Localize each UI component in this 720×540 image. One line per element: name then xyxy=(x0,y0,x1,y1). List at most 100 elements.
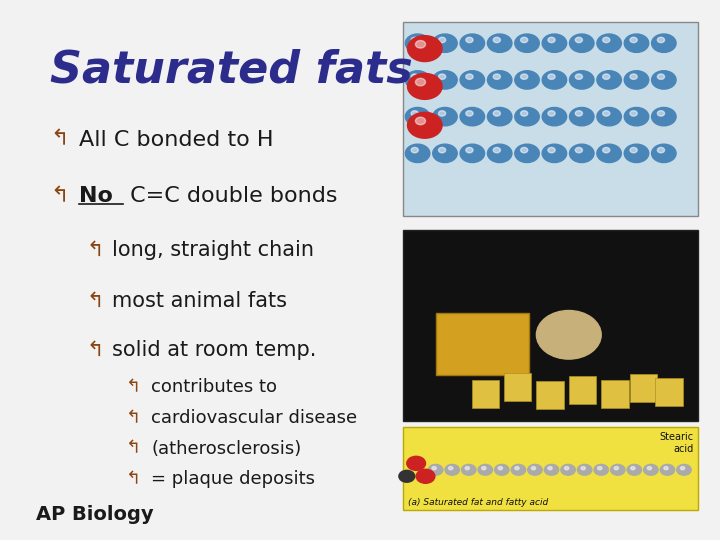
Text: Stearic
acid: Stearic acid xyxy=(660,432,693,454)
Circle shape xyxy=(411,74,418,79)
Circle shape xyxy=(597,34,621,52)
Circle shape xyxy=(438,74,446,79)
Circle shape xyxy=(460,71,485,89)
Circle shape xyxy=(487,71,512,89)
Circle shape xyxy=(515,144,539,163)
Circle shape xyxy=(405,144,430,163)
Text: AP Biology: AP Biology xyxy=(36,505,153,524)
FancyBboxPatch shape xyxy=(630,374,657,402)
Circle shape xyxy=(644,464,658,475)
Circle shape xyxy=(521,74,528,79)
Text: contributes to: contributes to xyxy=(151,378,277,396)
Circle shape xyxy=(603,74,610,79)
Circle shape xyxy=(603,37,610,43)
Circle shape xyxy=(416,469,435,483)
Circle shape xyxy=(433,71,457,89)
Circle shape xyxy=(428,464,443,475)
Text: Saturated fats: Saturated fats xyxy=(50,49,413,92)
Circle shape xyxy=(487,34,512,52)
Text: ↰: ↰ xyxy=(86,240,104,260)
Text: most animal fats: most animal fats xyxy=(112,291,287,310)
Circle shape xyxy=(542,144,567,163)
Circle shape xyxy=(515,467,519,470)
Circle shape xyxy=(603,147,610,153)
Circle shape xyxy=(493,74,500,79)
Circle shape xyxy=(462,464,476,475)
Circle shape xyxy=(544,464,559,475)
Circle shape xyxy=(521,111,528,116)
Circle shape xyxy=(561,464,575,475)
Circle shape xyxy=(597,107,621,126)
FancyBboxPatch shape xyxy=(504,373,531,401)
Circle shape xyxy=(511,464,526,475)
Circle shape xyxy=(597,144,621,163)
FancyBboxPatch shape xyxy=(403,427,698,510)
Circle shape xyxy=(627,464,642,475)
Circle shape xyxy=(542,107,567,126)
Circle shape xyxy=(493,37,500,43)
Circle shape xyxy=(411,37,418,43)
Circle shape xyxy=(660,464,675,475)
Circle shape xyxy=(405,71,430,89)
Circle shape xyxy=(521,37,528,43)
Circle shape xyxy=(570,71,594,89)
Circle shape xyxy=(631,467,635,470)
Circle shape xyxy=(570,144,594,163)
FancyBboxPatch shape xyxy=(472,380,499,408)
Circle shape xyxy=(548,111,555,116)
Circle shape xyxy=(415,40,426,48)
Circle shape xyxy=(407,456,426,470)
Circle shape xyxy=(405,107,430,126)
Circle shape xyxy=(575,111,582,116)
Text: ↰: ↰ xyxy=(126,378,141,396)
Circle shape xyxy=(495,464,509,475)
Circle shape xyxy=(515,71,539,89)
Circle shape xyxy=(399,470,415,482)
Circle shape xyxy=(603,111,610,116)
Text: cardiovascular disease: cardiovascular disease xyxy=(151,409,357,427)
Circle shape xyxy=(624,144,649,163)
Circle shape xyxy=(564,467,569,470)
Circle shape xyxy=(657,111,665,116)
Circle shape xyxy=(433,144,457,163)
Text: ↰: ↰ xyxy=(126,440,141,457)
Text: solid at room temp.: solid at room temp. xyxy=(112,340,316,360)
Circle shape xyxy=(415,117,426,125)
Circle shape xyxy=(536,310,601,359)
Text: ↰: ↰ xyxy=(50,130,69,150)
Text: long, straight chain: long, straight chain xyxy=(112,240,314,260)
Circle shape xyxy=(652,34,676,52)
FancyBboxPatch shape xyxy=(403,230,698,421)
Text: = plaque deposits: = plaque deposits xyxy=(151,470,315,488)
Circle shape xyxy=(478,464,492,475)
Circle shape xyxy=(575,74,582,79)
Circle shape xyxy=(521,147,528,153)
Text: ↰: ↰ xyxy=(86,340,104,360)
Circle shape xyxy=(630,37,637,43)
FancyBboxPatch shape xyxy=(436,313,529,375)
Circle shape xyxy=(652,144,676,163)
FancyBboxPatch shape xyxy=(403,22,698,216)
Circle shape xyxy=(460,144,485,163)
Circle shape xyxy=(460,34,485,52)
Circle shape xyxy=(575,147,582,153)
Circle shape xyxy=(598,467,602,470)
Circle shape xyxy=(570,34,594,52)
Circle shape xyxy=(493,111,500,116)
FancyBboxPatch shape xyxy=(601,380,629,408)
Text: All C bonded to H: All C bonded to H xyxy=(79,130,274,150)
Circle shape xyxy=(575,37,582,43)
Circle shape xyxy=(657,147,665,153)
Circle shape xyxy=(652,107,676,126)
Circle shape xyxy=(408,112,442,138)
Circle shape xyxy=(657,74,665,79)
Circle shape xyxy=(432,467,436,470)
Circle shape xyxy=(515,107,539,126)
Circle shape xyxy=(408,36,442,62)
Circle shape xyxy=(438,37,446,43)
Text: ↰: ↰ xyxy=(50,186,69,206)
Circle shape xyxy=(482,467,486,470)
Circle shape xyxy=(466,147,473,153)
FancyBboxPatch shape xyxy=(569,376,596,404)
Text: ↰: ↰ xyxy=(86,291,104,310)
